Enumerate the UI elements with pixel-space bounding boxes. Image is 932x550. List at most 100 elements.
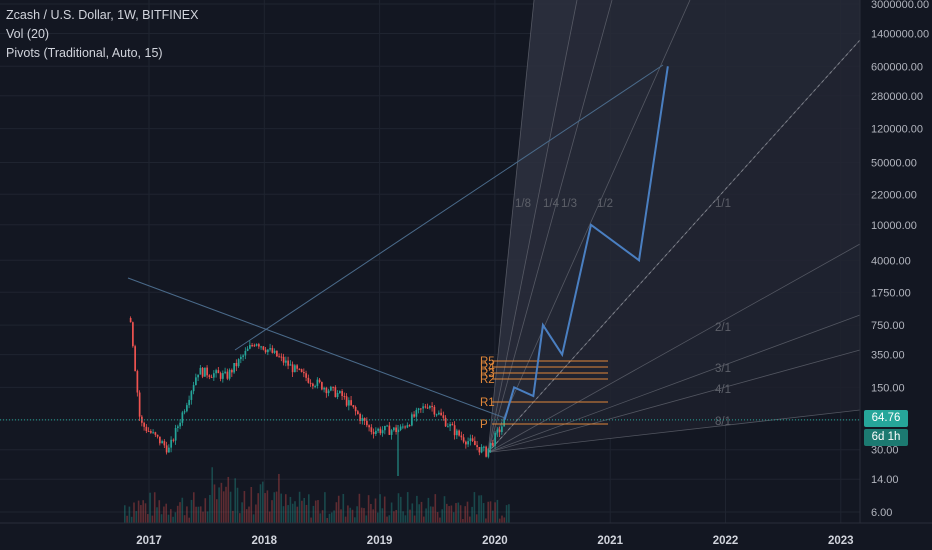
candle-body <box>456 430 458 436</box>
volume-bar <box>278 473 280 523</box>
volume-bar <box>176 505 179 523</box>
candle-body <box>244 350 247 356</box>
volume-bar <box>144 503 147 523</box>
volume-bar <box>250 486 253 523</box>
candle-body <box>327 390 330 394</box>
chart-legend: Zcash / U.S. Dollar, 1W, BITFINEX Vol (2… <box>6 6 198 63</box>
volume-bar <box>503 517 506 523</box>
candle-body <box>429 406 431 408</box>
volume-bar <box>211 467 213 523</box>
candle-body <box>219 373 222 379</box>
volume-bar <box>358 493 361 523</box>
candle-body <box>462 437 465 442</box>
volume-bar <box>206 511 209 523</box>
candle-body <box>172 439 175 441</box>
candle-body <box>503 418 505 427</box>
volume-bar <box>275 491 278 523</box>
candle-body <box>496 429 499 433</box>
candle-body <box>422 406 424 409</box>
volume-bar <box>220 482 223 523</box>
volume-bar <box>448 506 450 523</box>
candle-body <box>420 408 422 410</box>
candle-body <box>271 348 274 353</box>
projection-path <box>503 66 669 421</box>
volume-bar <box>370 503 372 523</box>
candle-body <box>424 406 427 408</box>
candle-body <box>312 383 314 387</box>
volume-bar <box>209 494 211 523</box>
volume-bar <box>464 506 466 523</box>
uptrend-line <box>234 64 664 351</box>
candle-body <box>390 430 393 435</box>
candle-body <box>433 406 436 415</box>
candle-body <box>159 436 161 444</box>
price-tick-label: 3000000.00 <box>871 0 929 11</box>
volume-bar <box>372 509 374 523</box>
volume-bar <box>367 495 370 523</box>
candle-body <box>192 385 195 392</box>
candle-body <box>366 420 368 426</box>
bar-countdown-tag: 6d 1h <box>864 429 908 446</box>
candle-body <box>235 362 238 367</box>
fan-label: 1/8 <box>515 198 531 210</box>
volume-bar <box>340 509 342 523</box>
volume-bar <box>383 496 386 523</box>
fan-line <box>487 0 613 453</box>
volume-bar <box>436 512 439 523</box>
candle-body <box>138 392 141 417</box>
volume-bar <box>156 507 158 523</box>
candle-body <box>204 367 206 377</box>
candle-body <box>168 447 170 453</box>
volume-bar <box>381 508 384 523</box>
volume-bar <box>478 495 480 523</box>
candle-body <box>375 430 377 435</box>
candle-body <box>294 365 296 373</box>
candle-body <box>264 349 267 353</box>
volume-bar <box>305 504 308 523</box>
candle-body <box>147 431 150 433</box>
volume-indicator-label[interactable]: Vol (20) <box>6 27 50 41</box>
volume-bar <box>342 493 345 523</box>
volume-bar <box>291 503 294 523</box>
pivots-indicator-label[interactable]: Pivots (Traditional, Auto, 15) <box>6 46 163 60</box>
volume-bar <box>218 487 220 523</box>
candle-body <box>163 441 166 446</box>
volume-bar <box>312 505 315 523</box>
downtrend-line <box>127 277 506 419</box>
price-tick-label: 14.00 <box>871 474 899 486</box>
volume-bar <box>280 493 282 523</box>
volume-bar <box>379 494 381 523</box>
time-tick-label: 2019 <box>367 535 393 547</box>
candle-body <box>413 414 415 417</box>
volume-bar <box>377 512 379 523</box>
candle-body <box>480 446 483 453</box>
volume-bar <box>195 506 197 523</box>
candle-body <box>354 407 357 412</box>
candle-body <box>350 400 352 406</box>
fan-line <box>488 409 861 453</box>
volume-bar <box>480 495 483 523</box>
candle-body <box>134 346 136 372</box>
candle-body <box>150 431 152 433</box>
candle-body <box>129 318 132 323</box>
volume-bar <box>282 506 285 523</box>
price-tick-label: 150.00 <box>871 382 905 394</box>
volume-bar <box>126 515 128 523</box>
volume-bar <box>482 503 485 523</box>
pivot-label: R5 <box>480 356 495 368</box>
candle-body <box>341 391 343 397</box>
volume-bar <box>186 506 188 523</box>
candle-body <box>494 432 496 446</box>
volume-bar <box>266 490 269 523</box>
volume-bar <box>469 516 471 523</box>
candle-body <box>206 367 208 376</box>
candle-body <box>278 356 280 358</box>
symbol-title[interactable]: Zcash / U.S. Dollar, 1W, BITFINEX <box>6 8 199 22</box>
candle-body <box>381 430 384 434</box>
volume-bar <box>400 496 402 523</box>
volume-bar <box>321 510 324 523</box>
candle-body <box>228 369 231 379</box>
candle-body <box>348 400 350 406</box>
